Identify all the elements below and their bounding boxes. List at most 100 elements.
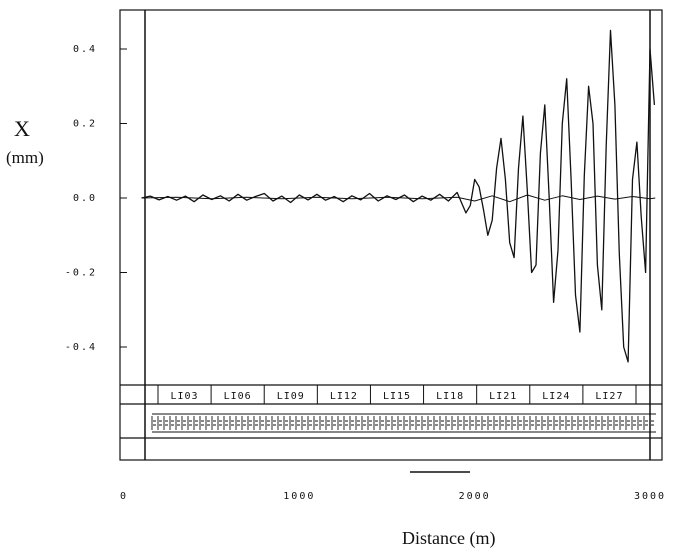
- lattice-element: [607, 416, 612, 430]
- lattice-element: [421, 416, 426, 430]
- lattice-element: [307, 416, 312, 430]
- lattice-element: [397, 416, 402, 430]
- orbit-trace-main: [141, 29, 656, 363]
- x-tick-label: 1000: [283, 491, 315, 502]
- lattice-element: [193, 416, 198, 430]
- lattice-element: [277, 416, 282, 430]
- lattice-element: [271, 416, 276, 430]
- sector-label: LI27: [595, 391, 623, 402]
- lattice-element: [289, 416, 294, 430]
- lattice-element: [319, 416, 324, 430]
- sector-label: LI09: [277, 391, 305, 402]
- lattice-element: [241, 416, 246, 430]
- lattice-element: [379, 416, 384, 430]
- y-axis-label-unit: (mm): [6, 148, 44, 167]
- lattice-element: [583, 416, 588, 430]
- lattice-element: [259, 416, 264, 430]
- lattice-element: [445, 416, 450, 430]
- lattice-element: [451, 416, 456, 430]
- lattice-element: [463, 416, 468, 430]
- lattice-element: [529, 416, 534, 430]
- lattice-element: [487, 416, 492, 430]
- orbit-trace-reference: [141, 194, 656, 203]
- lattice-element: [517, 416, 522, 430]
- sector-label: LI24: [542, 391, 570, 402]
- plot-border: [119, 9, 663, 461]
- lattice-element: [541, 416, 546, 430]
- lattice-element: [577, 416, 582, 430]
- lattice-element: [385, 416, 390, 430]
- lattice-element: [343, 416, 348, 430]
- lattice-element: [643, 416, 648, 430]
- lattice-element: [199, 416, 204, 430]
- x-tick-label: 0: [120, 491, 128, 502]
- lattice-element: [157, 416, 162, 430]
- lattice-element: [217, 416, 222, 430]
- lattice-element: [433, 416, 438, 430]
- lattice-element: [163, 416, 168, 430]
- lattice-element: [571, 416, 576, 430]
- lattice-element: [223, 416, 228, 430]
- y-tick-label: 0.0: [73, 193, 97, 204]
- lattice-element: [415, 416, 420, 430]
- lattice-element: [505, 416, 510, 430]
- lattice-element: [211, 416, 216, 430]
- lattice-element: [523, 416, 528, 430]
- lattice-element: [283, 416, 288, 430]
- lattice-element: [535, 416, 540, 430]
- lattice-element: [175, 416, 180, 430]
- lattice-element: [313, 416, 318, 430]
- lattice-element: [205, 416, 210, 430]
- lattice-element: [355, 416, 360, 430]
- lattice-element: [373, 416, 378, 430]
- sector-label: LI03: [171, 391, 199, 402]
- lattice-element: [409, 416, 414, 430]
- lattice-element: [493, 416, 498, 430]
- sector-label: LI15: [383, 391, 411, 402]
- lattice-element: [601, 416, 606, 430]
- lattice-element: [457, 416, 462, 430]
- lattice-element: [511, 416, 516, 430]
- lattice-element: [301, 416, 306, 430]
- lattice-element: [361, 416, 366, 430]
- y-tick-label: -0.4: [65, 342, 97, 353]
- sector-label: LI21: [489, 391, 517, 402]
- lattice-element: [295, 416, 300, 430]
- lattice-element: [481, 416, 486, 430]
- lattice-element: [619, 416, 624, 430]
- lattice-element: [265, 416, 270, 430]
- lattice-element: [187, 416, 192, 430]
- lattice-element: [553, 416, 558, 430]
- y-axis-label-symbol: X: [14, 116, 30, 141]
- y-tick-label: 0.2: [73, 119, 97, 130]
- lattice-strip: [120, 413, 662, 473]
- sector-label: LI06: [224, 391, 252, 402]
- series-layer: [141, 29, 656, 363]
- lattice-element: [337, 416, 342, 430]
- lattice-element: [331, 416, 336, 430]
- lattice-element: [253, 416, 258, 430]
- lattice-element: [547, 416, 552, 430]
- lattice-element: [559, 416, 564, 430]
- lattice-element: [565, 416, 570, 430]
- lattice-element: [151, 416, 156, 430]
- lattice-element: [247, 416, 252, 430]
- lattice-element: [625, 416, 630, 430]
- sector-label: LI12: [330, 391, 358, 402]
- lattice-element: [475, 416, 480, 430]
- y-tick-label: 0.4: [73, 44, 97, 55]
- lattice-element: [391, 416, 396, 430]
- lattice-element: [325, 416, 330, 430]
- lattice-element: [499, 416, 504, 430]
- lattice-element: [235, 416, 240, 430]
- lattice-element: [403, 416, 408, 430]
- x-axis: 0 1000 2000 3000: [120, 491, 664, 502]
- lattice-element: [439, 416, 444, 430]
- sector-label: LI18: [436, 391, 464, 402]
- y-axis: -0.4 -0.2 0.0 0.2 0.4: [65, 44, 127, 353]
- y-tick-label: -0.2: [65, 268, 97, 279]
- x-tick-label: 2000: [459, 491, 491, 502]
- lattice-element: [649, 416, 654, 430]
- lattice-element: [613, 416, 618, 430]
- lattice-element: [589, 416, 594, 430]
